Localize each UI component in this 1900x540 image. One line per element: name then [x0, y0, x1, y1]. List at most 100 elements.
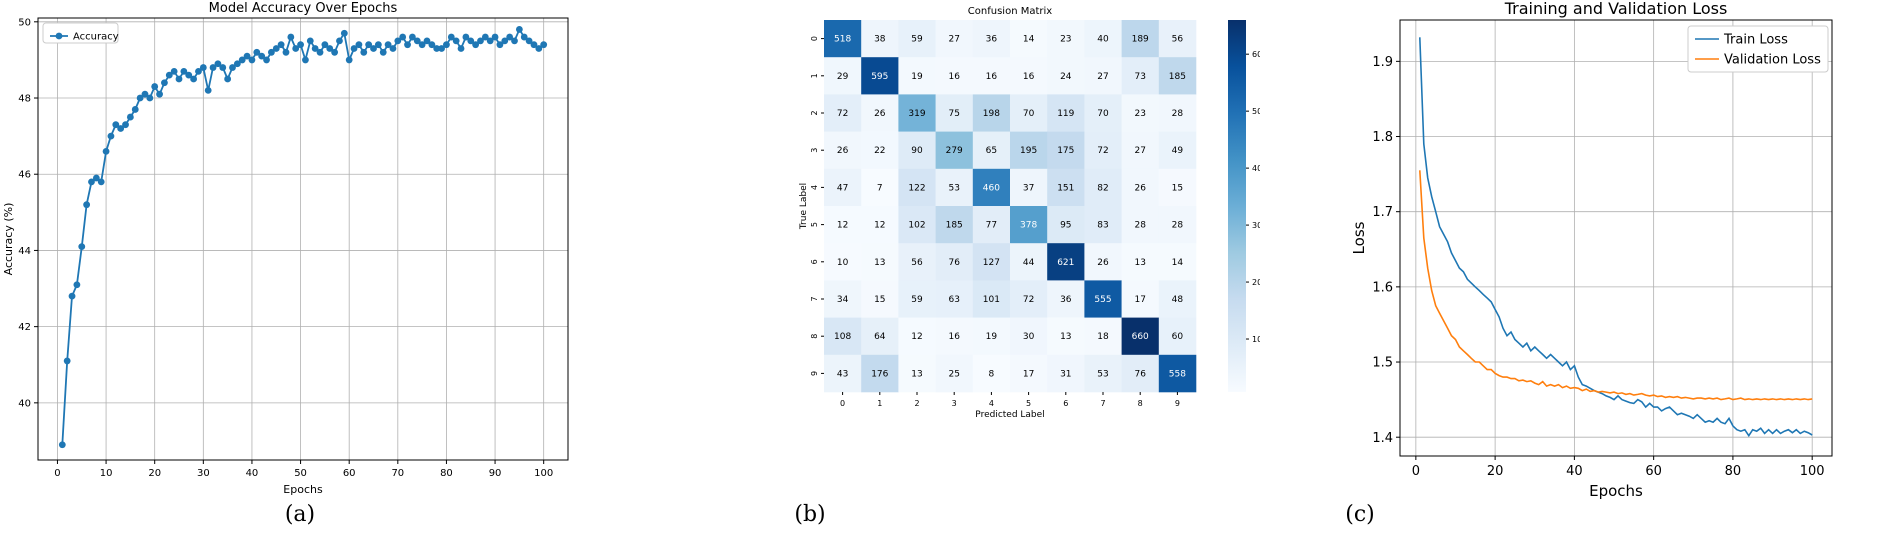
data-point: [131, 106, 139, 113]
data-point: [102, 147, 110, 155]
cell-value-label: 195: [1020, 146, 1037, 156]
heatmap-cell: [1084, 206, 1122, 244]
data-point: [409, 33, 416, 41]
heatmap-cell: [1121, 206, 1160, 244]
heatmap-cell: [1121, 57, 1160, 95]
heatmap-cell: [824, 243, 862, 281]
cell-value-label: 83: [1097, 221, 1108, 231]
cell-value-label: 26: [1134, 183, 1146, 193]
x-tick-label: 7: [1100, 399, 1105, 408]
heatmap-cell: [935, 206, 974, 244]
cell-value-label: 73: [1134, 72, 1145, 82]
data-point: [267, 48, 275, 56]
accuracy-chart: 0 10 20 30 40 50 60 70 80 90 100 40 42 44 46 48 50 Model …: [2, 1, 569, 496]
cell-value-label: 18: [1097, 332, 1109, 342]
heatmap-cell: [1158, 94, 1197, 132]
data-point: [272, 45, 280, 52]
cell-value-label: 36: [1060, 295, 1072, 305]
cell-value-label: 82: [1097, 183, 1108, 193]
data-point: [370, 45, 377, 52]
data-point: [190, 75, 197, 83]
x-axis-label: Epochs: [1589, 482, 1643, 500]
heatmap-cell: [1158, 57, 1197, 95]
cell-value-label: 63: [948, 295, 959, 305]
plot-frame: [1399, 19, 1833, 457]
data-point: [535, 45, 543, 52]
cell-value-label: 76: [1134, 369, 1146, 379]
legend-box: [42, 22, 119, 44]
caption-b: (b): [794, 502, 826, 527]
data-point: [126, 113, 134, 121]
y-tick-label: 3: [810, 148, 819, 153]
cell-value-label: 59: [911, 35, 923, 45]
heatmap-cell: [935, 243, 974, 281]
heatmap-cell: [898, 94, 936, 132]
cell-value-label: 72: [1023, 295, 1034, 305]
cell-value-label: 28: [1172, 109, 1184, 119]
cell-value-label: 176: [871, 369, 888, 379]
heatmap-cell: [1121, 131, 1160, 170]
heatmap-cell: [861, 131, 899, 170]
series-line: [1419, 170, 1813, 401]
cell-value-label: 24: [1060, 72, 1072, 82]
data-point: [452, 37, 460, 45]
data-point: [233, 60, 241, 68]
y-tick-label: 42: [18, 322, 31, 333]
y-tick-label: 1.7: [1372, 205, 1393, 220]
data-point: [107, 132, 115, 140]
data-point: [394, 37, 402, 45]
caption-a: (a): [284, 502, 316, 527]
heatmap-cell: [1010, 131, 1048, 170]
cell-value-label: 558: [1169, 369, 1186, 379]
data-point: [219, 64, 227, 71]
cell-value-label: 29: [837, 72, 849, 82]
heatmap-cell: [935, 317, 974, 356]
data-point: [306, 37, 314, 45]
legend-label: Train Loss: [1723, 33, 1788, 48]
cell-value-label: 518: [834, 35, 851, 45]
y-axis-label: Loss: [1350, 221, 1368, 254]
cell-value-label: 12: [837, 221, 848, 231]
cell-value-label: 90: [911, 146, 923, 156]
data-point: [491, 33, 499, 41]
heatmap-cell: [1121, 317, 1160, 356]
heatmap-cell: [1084, 168, 1122, 207]
data-point: [151, 83, 159, 90]
cell-value-label: 31: [1060, 369, 1071, 379]
data-point: [336, 37, 343, 45]
data-point: [433, 45, 441, 52]
cell-value-label: 102: [908, 221, 925, 231]
data-point: [214, 60, 222, 68]
x-tick-label: 20: [1487, 464, 1504, 479]
x-tick-label: 70: [391, 468, 404, 479]
heatmap-cell: [1047, 206, 1085, 244]
heatmap-cell: [1158, 20, 1197, 58]
cell-value-label: 17: [1023, 369, 1034, 379]
cell-value-label: 660: [1132, 332, 1149, 342]
x-tick-label: 40: [1566, 464, 1583, 479]
data-point: [63, 357, 71, 365]
data-point: [170, 67, 178, 75]
x-tick-label: 0: [54, 468, 60, 479]
heatmap-cell: [1158, 317, 1197, 356]
cell-value-label: 108: [834, 332, 851, 342]
y-tick-label: 50: [18, 17, 31, 28]
y-tick-label: 1.8: [1372, 130, 1393, 145]
cell-value-label: 23: [1060, 35, 1071, 45]
y-tick-label: 0: [810, 36, 819, 41]
confusion-matrix-panel: Confusion Matrix 518 38 59 27 36 14 23 40 189 56 29…: [700, 0, 1260, 540]
cell-value-label: 185: [1169, 72, 1186, 82]
cell-value-label: 38: [874, 35, 886, 45]
data-point: [277, 41, 285, 49]
cell-value-label: 23: [1134, 109, 1145, 119]
y-tick-label: 6: [810, 259, 819, 264]
x-tick-label: 2: [914, 399, 919, 408]
heatmap-cell: [972, 57, 1011, 95]
data-point: [185, 71, 193, 79]
heatmap-cell: [1047, 20, 1085, 58]
x-tick-label: 0: [1412, 464, 1420, 479]
heatmap-cell: [824, 94, 862, 132]
heatmap-cell: [1121, 243, 1160, 281]
cell-value-label: 175: [1057, 146, 1074, 156]
cell-value-label: 76: [948, 258, 960, 268]
